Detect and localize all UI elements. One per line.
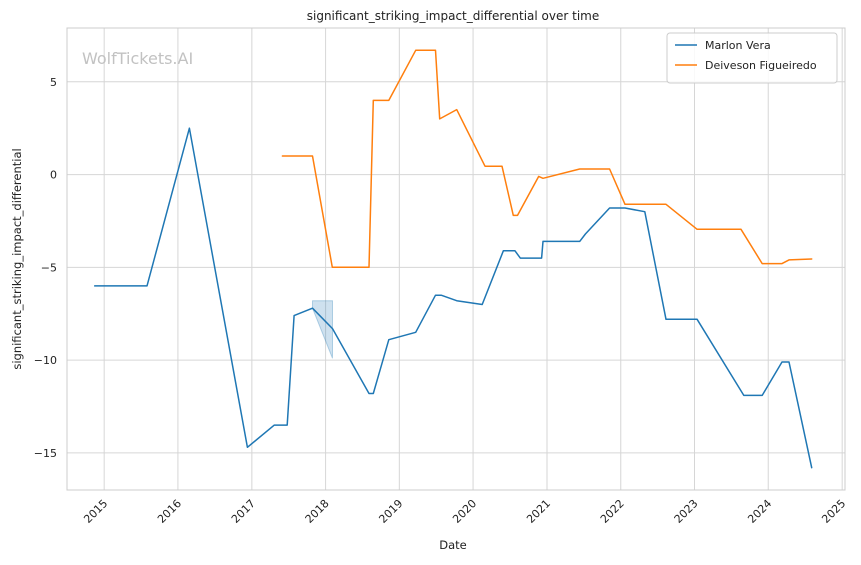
series-line-0 — [93, 127, 813, 469]
legend-box — [666, 32, 838, 84]
series-line-1 — [281, 49, 813, 269]
series-0-confidence-band — [312, 300, 333, 359]
legend: Marlon Vera Deiveson Figueiredo — [666, 32, 838, 84]
x-axis-label: Date — [439, 538, 467, 552]
y-tick-label: −10 — [34, 354, 57, 367]
y-tick-label: −5 — [41, 261, 57, 274]
y-tick-label: 5 — [50, 76, 57, 89]
grid — [67, 28, 845, 490]
confidence-bands — [312, 300, 333, 359]
legend-label-1: Deiveson Figueiredo — [705, 59, 817, 72]
y-tick-label: 0 — [50, 169, 57, 182]
series-lines — [93, 49, 813, 469]
chart-title: significant_striking_impact_differential… — [307, 9, 599, 23]
y-tick-label: −15 — [34, 447, 57, 460]
y-axis-ticks: −15 −10 −5 0 5 — [34, 76, 57, 460]
plot-frame — [66, 27, 846, 491]
legend-label-0: Marlon Vera — [705, 39, 771, 52]
y-axis-label: significant_striking_impact_differential — [10, 148, 24, 369]
watermark-text: WolfTickets.AI — [82, 49, 193, 68]
